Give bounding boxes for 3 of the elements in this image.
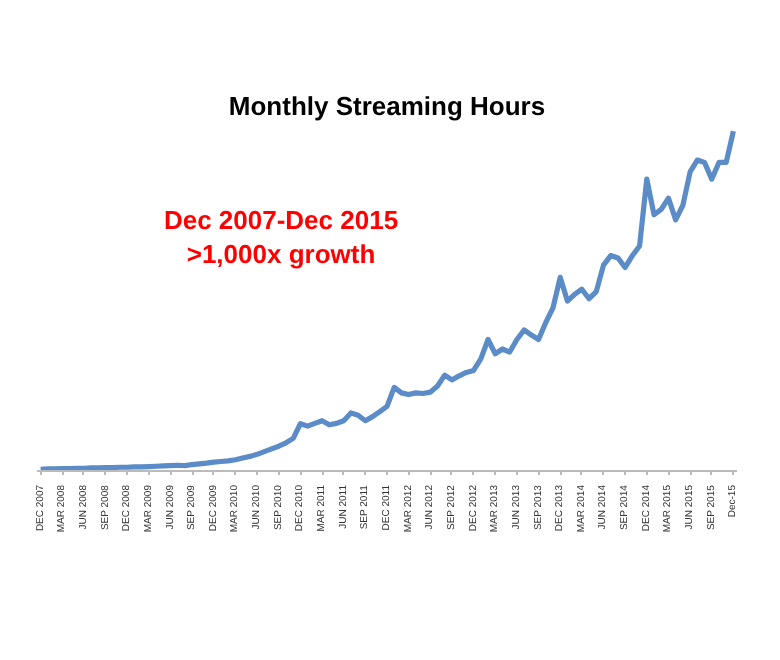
annotation: >1,000x growth: [186, 239, 376, 269]
annotation: Dec 2007-Dec 2015: [163, 205, 399, 235]
chart-title: Monthly Streaming Hours: [228, 91, 546, 121]
